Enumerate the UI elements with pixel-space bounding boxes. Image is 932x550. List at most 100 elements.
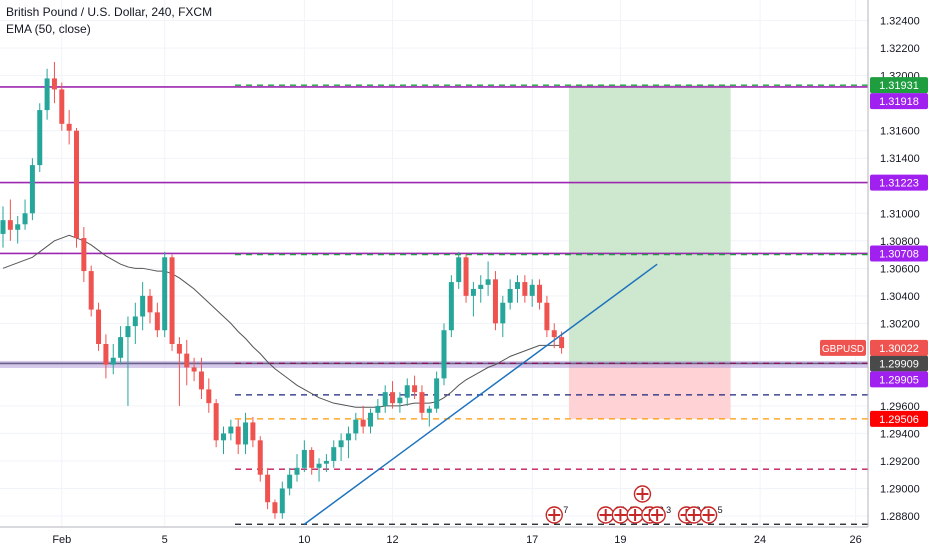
candle	[316, 458, 322, 482]
candle	[412, 375, 418, 400]
candle-body	[154, 312, 160, 331]
price-labels: 1.31931 1.31918 1.31223 1.30708 1.29909 1.299…	[820, 77, 928, 427]
price-label-text: 1.29909	[879, 358, 919, 370]
candle-body	[22, 213, 28, 225]
candle	[265, 467, 271, 510]
price-label-text: 1.31918	[879, 96, 919, 108]
event-marker[interactable]: 5	[699, 505, 723, 524]
candle-body	[184, 353, 190, 368]
event-marker[interactable]	[633, 485, 652, 503]
candle	[184, 339, 190, 386]
chart-legend: British Pound / U.S. Dollar, 240, FXCM E…	[6, 4, 212, 38]
candle	[537, 279, 543, 310]
candle	[110, 343, 116, 375]
candle	[456, 251, 462, 289]
candle-body	[7, 220, 13, 230]
symbol-label-bg	[820, 339, 866, 356]
ascending-trendline[interactable]	[303, 263, 658, 525]
ema-indicator-label[interactable]: EMA (50, close)	[6, 22, 91, 36]
current-price-marker[interactable]: GBPUSD 1.30022	[820, 339, 928, 356]
level-price-label: 1.29506	[870, 410, 928, 427]
symbol-title[interactable]: British Pound / U.S. Dollar, 240, FXCM	[6, 5, 213, 19]
candle-body	[191, 367, 197, 372]
candle	[169, 254, 175, 351]
candle	[353, 412, 359, 441]
candle-body	[140, 295, 146, 317]
event-marker[interactable]: 3	[648, 505, 671, 524]
event-marker[interactable]: 7	[545, 505, 568, 524]
candle-body	[551, 330, 557, 338]
candle	[66, 110, 72, 145]
candle-body	[507, 288, 513, 303]
economic-events[interactable]: 7152233325	[545, 485, 723, 524]
candle-body	[235, 426, 241, 445]
time-tick-label: 17	[526, 534, 538, 546]
price-tick-label: 1.31000	[880, 208, 920, 220]
candle-body	[125, 326, 131, 338]
candle-body	[213, 403, 219, 441]
profit-zone[interactable]	[568, 85, 731, 364]
candle-body	[206, 389, 212, 404]
price-label-text: 1.31223	[879, 178, 919, 190]
time-axis[interactable]: Feb 5 10 12 17 19 24 26	[0, 526, 868, 546]
candle	[221, 426, 226, 455]
candle-body	[470, 288, 476, 296]
price-label-bg	[870, 93, 928, 110]
candle-body	[390, 392, 396, 404]
candle-body	[147, 295, 153, 313]
price-tick-label: 1.29000	[880, 483, 920, 495]
candle-body	[294, 467, 300, 475]
price-tick-label: 1.30400	[880, 291, 920, 303]
trendline[interactable]	[303, 263, 658, 525]
price-tick-label: 1.30600	[880, 263, 920, 275]
price-tick-label: 1.28800	[880, 511, 920, 523]
price-tick-label: 1.29600	[880, 401, 920, 413]
event-count: 7	[563, 505, 568, 515]
candle-body	[492, 279, 498, 324]
stop-loss-zone[interactable]	[568, 363, 731, 419]
price-label-bg	[870, 77, 928, 94]
candle-body	[522, 282, 528, 296]
candle	[272, 499, 278, 519]
price-tick-label: 1.31400	[880, 153, 920, 165]
candle	[228, 419, 234, 441]
candle-body	[316, 463, 322, 468]
candle-body	[257, 440, 263, 475]
time-tick-label: 26	[849, 534, 861, 546]
candle	[331, 440, 337, 468]
candle-body	[338, 440, 344, 448]
candle-body	[169, 257, 175, 344]
candle-body	[198, 371, 204, 390]
candle-body	[287, 474, 293, 489]
candle	[103, 334, 109, 379]
horizontal-levels[interactable]	[0, 84, 868, 525]
candle-body	[426, 408, 432, 413]
time-tick-label: 19	[614, 534, 626, 546]
candle-body	[37, 110, 43, 166]
candle	[147, 288, 153, 324]
event-count: 5	[718, 505, 723, 515]
support-band[interactable]	[0, 360, 868, 368]
candle	[345, 426, 351, 459]
price-label-bg	[870, 355, 928, 372]
candle-body	[463, 257, 469, 296]
level-price-label: 1.30708	[870, 245, 928, 262]
candle	[132, 302, 138, 344]
candle	[279, 481, 285, 519]
price-tick-label: 1.29200	[880, 456, 920, 468]
price-tick-label: 1.30200	[880, 318, 920, 330]
price-label-text: 1.31931	[879, 80, 919, 92]
price-label-bg	[870, 410, 928, 427]
candle	[434, 371, 440, 413]
candle	[198, 357, 204, 400]
candle	[51, 61, 57, 104]
candle-body	[353, 419, 359, 434]
candle	[118, 326, 124, 365]
ema-line	[2, 234, 562, 408]
candle	[15, 216, 21, 244]
price-label-text: 1.29905	[879, 374, 919, 386]
candle	[551, 323, 557, 349]
long-position-tool[interactable]	[568, 85, 731, 419]
candle	[323, 454, 329, 472]
